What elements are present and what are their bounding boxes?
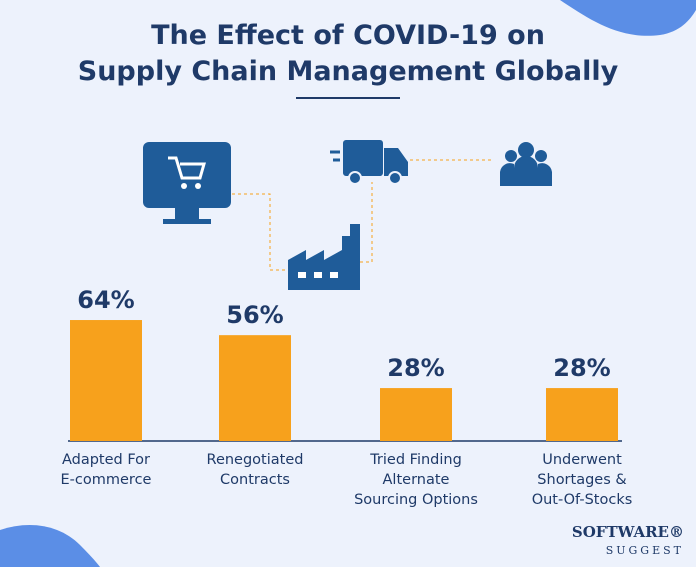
chart-title: The Effect of COVID-19 on xyxy=(151,20,545,51)
logo: SUGGEST xyxy=(605,544,684,557)
icon-factory xyxy=(288,224,360,290)
blob xyxy=(560,0,696,36)
icon-monitor xyxy=(143,142,231,208)
connector xyxy=(232,159,492,271)
blob xyxy=(0,525,100,567)
bar xyxy=(219,335,291,441)
icon-truck xyxy=(343,140,383,176)
icon-cart xyxy=(168,156,206,180)
bar xyxy=(70,320,142,441)
value-label: 64% xyxy=(77,286,135,315)
icon-monitor xyxy=(163,219,211,224)
category-label: Underwent Shortages & Out-Of-Stocks xyxy=(531,452,633,508)
category-label: Tried Finding Alternate Sourcing Options xyxy=(354,452,478,508)
value-label: 56% xyxy=(226,301,284,330)
bar xyxy=(380,388,452,441)
value-label: 28% xyxy=(553,354,611,383)
chart-title: Supply Chain Management Globally xyxy=(77,56,619,87)
value-label: 28% xyxy=(387,354,445,383)
category-label: Adapted For E-commerce xyxy=(60,452,152,488)
bar xyxy=(546,388,618,441)
logo: SOFTWARE® xyxy=(571,523,684,541)
category-label: Renegotiated Contracts xyxy=(206,452,304,488)
icon-monitor xyxy=(175,208,199,220)
